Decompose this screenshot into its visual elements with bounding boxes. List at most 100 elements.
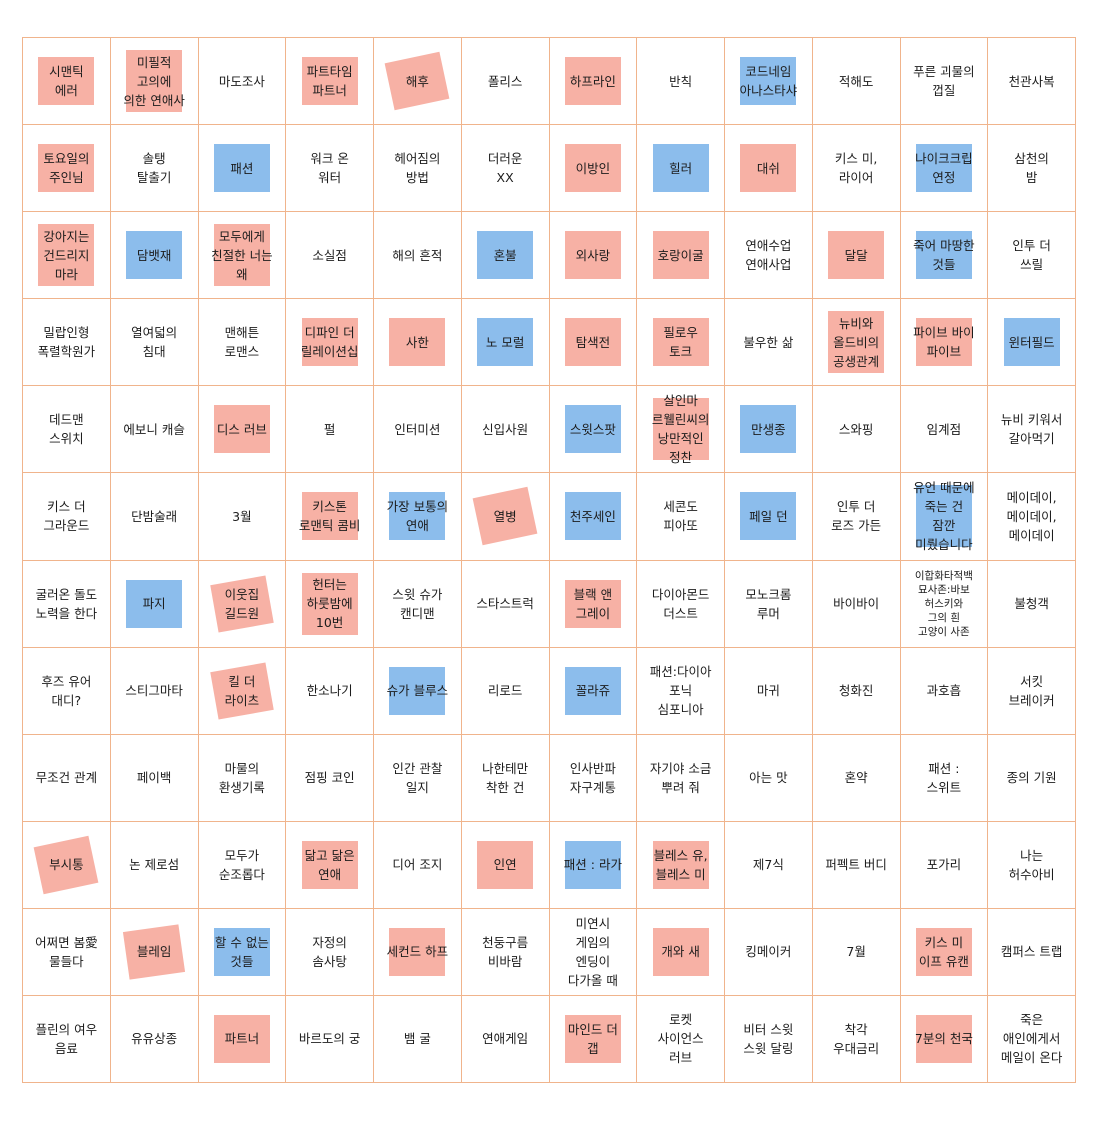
cell-title: 리로드 bbox=[487, 683, 523, 699]
red-highlight bbox=[38, 144, 95, 193]
cell-title: 마인드 더 갭 bbox=[567, 1021, 618, 1056]
cell-title: 부시통 bbox=[49, 857, 84, 873]
grid-cell: 착각 우대금리 bbox=[812, 995, 901, 1083]
grid-cell: 토요일의 주인님 bbox=[23, 125, 111, 213]
cell-title: 슈가 블루스 bbox=[386, 683, 449, 699]
cell-title: 어쩌면 봄愛 물들다 bbox=[35, 934, 98, 969]
cell-title: 패션 : 스위트 bbox=[926, 760, 962, 795]
grid-cell: 적해도 bbox=[812, 38, 901, 126]
grid-cell: 페이백 bbox=[110, 734, 199, 822]
cell-title: 만생종 bbox=[751, 421, 786, 437]
grid-cell: 천주세인 bbox=[549, 473, 638, 561]
red-highlight bbox=[213, 224, 270, 287]
cell-title: 달달 bbox=[844, 247, 868, 263]
red-highlight bbox=[564, 144, 621, 193]
grid-cell: 키스 미, 라이어 bbox=[812, 125, 901, 213]
red-highlight bbox=[652, 398, 709, 461]
grid-cell: 미연시 게임의 엔딩이 다가올 때 bbox=[549, 908, 638, 996]
cell-title: 인투 더 로즈 가든 bbox=[831, 499, 882, 534]
grid-cell: 헤어짐의 방법 bbox=[374, 125, 462, 213]
grid-cell: 데드맨 스위치 bbox=[23, 386, 111, 474]
cell-title: 죽은 애인에게서 메일이 온다 bbox=[1000, 1012, 1063, 1066]
blue-highlight bbox=[126, 231, 183, 280]
grid-cell: 키스 미 이프 유캔 bbox=[900, 908, 989, 996]
cell-title: 다이아몬드 더스트 bbox=[651, 586, 710, 621]
grid-cell: 천둥구름 비바람 bbox=[461, 908, 550, 996]
cell-title: 파이브 바이 파이브 bbox=[913, 325, 975, 360]
grid-cell: 개와 새 bbox=[637, 908, 725, 996]
cell-title: 토요일의 주인님 bbox=[43, 151, 90, 186]
cell-title: 밀랍인형 폭렬학원가 bbox=[37, 325, 96, 360]
cell-title: 살인마 르웰린씨의 낭만적인 정찬 bbox=[651, 393, 710, 466]
grid-cell: 스와핑 bbox=[812, 386, 901, 474]
grid-cell: 마귀 bbox=[725, 647, 813, 735]
grid-cell: 강아지는 건드리지 마라 bbox=[23, 212, 111, 300]
cell-title: 열여덟의 침대 bbox=[131, 325, 178, 360]
grid-cell: 인연 bbox=[461, 821, 550, 909]
cell-title: 포가리 bbox=[926, 857, 962, 873]
cell-title: 불청객 bbox=[1014, 596, 1049, 612]
grid-cell: 3월 bbox=[198, 473, 287, 561]
blue-highlight bbox=[740, 57, 797, 106]
grid-cell: 퍼펙트 버디 bbox=[812, 821, 901, 909]
grid-cell: 메이데이, 메이데이, 메이데이 bbox=[988, 473, 1076, 561]
grid-cell: 죽은 애인에게서 메일이 온다 bbox=[988, 995, 1076, 1083]
grid-cell: 과호흡 bbox=[900, 647, 989, 735]
grid-cell: 단밤술래 bbox=[110, 473, 199, 561]
red-highlight bbox=[740, 144, 797, 193]
blue-highlight bbox=[915, 485, 972, 548]
blue-highlight bbox=[564, 666, 621, 715]
cell-title: 마물의 환생기록 bbox=[218, 760, 265, 795]
cell-title: 해의 흔적 bbox=[392, 247, 443, 263]
grid-cell: 이웃집 길드원 bbox=[198, 560, 287, 648]
cell-title: 꼴라쥬 bbox=[575, 683, 611, 699]
grid-cell: 불우한 삶 bbox=[725, 299, 813, 387]
cell-title: 솔탱 탈출기 bbox=[136, 151, 172, 186]
grid-cell: 자정의 솜사탕 bbox=[286, 908, 374, 996]
cell-title: 패션:다이아 포닉 심포니아 bbox=[649, 664, 712, 718]
cell-title: 천관사복 bbox=[1008, 73, 1055, 89]
grid-cell: 굴러온 돌도 노력을 한다 bbox=[23, 560, 111, 648]
grid-cell: 달달 bbox=[812, 212, 901, 300]
red-highlight bbox=[301, 492, 358, 541]
grid-cell: 윈터필드 bbox=[988, 299, 1076, 387]
blue-highlight bbox=[915, 144, 972, 193]
grid-cell: 점핑 코인 bbox=[286, 734, 374, 822]
grid-cell: 플린의 여우 음료 bbox=[23, 995, 111, 1083]
grid-cell: 연애수업 연애사업 bbox=[725, 212, 813, 300]
red-highlight bbox=[389, 927, 446, 976]
grid-cell: 폴리스 bbox=[461, 38, 550, 126]
cell-title: 블랙 앤 그레이 bbox=[573, 586, 613, 621]
cell-title: 단밤술래 bbox=[131, 508, 178, 524]
grid-cell: 다이아몬드 더스트 bbox=[637, 560, 725, 648]
grid-cell: 7분의 천국 bbox=[900, 995, 989, 1083]
grid-cell: 리로드 bbox=[461, 647, 550, 735]
grid-cell: 부시통 bbox=[23, 821, 111, 909]
grid-cell: 꼴라쥬 bbox=[549, 647, 638, 735]
grid-cell: 바이바이 bbox=[812, 560, 901, 648]
grid-cell: 어쩌면 봄愛 물들다 bbox=[23, 908, 111, 996]
cell-title: 블레스 유, 블레스 미 bbox=[653, 847, 708, 882]
grid-cell: 블레임 bbox=[110, 908, 199, 996]
cell-title: 바르도의 궁 bbox=[298, 1031, 361, 1047]
grid-cell: 한소나기 bbox=[286, 647, 374, 735]
red-highlight bbox=[828, 231, 885, 280]
grid-cell: 유유상종 bbox=[110, 995, 199, 1083]
cell-title: 이합화타적백 묘사존:바보 허스키와 그의 흰 고양이 사존 bbox=[914, 569, 973, 638]
cell-title: 인간 관찰 일지 bbox=[392, 760, 443, 795]
cell-title: 불우한 삶 bbox=[743, 334, 794, 350]
cell-title: 필로우 토크 bbox=[663, 325, 698, 360]
cell-title: 스와핑 bbox=[838, 421, 874, 437]
grid-cell: 미필적 고의에 의한 연애사 bbox=[110, 38, 199, 126]
grid-cell: 반칙 bbox=[637, 38, 725, 126]
cell-title: 시맨틱 에러 bbox=[49, 64, 84, 99]
cell-title: 퍼펙트 버디 bbox=[825, 857, 887, 873]
cell-title: 바이바이 bbox=[833, 596, 880, 612]
cell-title: 나이크크립 연정 bbox=[915, 151, 973, 186]
grid-cell: 나는 허수아비 bbox=[988, 821, 1076, 909]
cell-title: 해후 bbox=[405, 73, 429, 89]
cell-title: 스윗스팟 bbox=[569, 421, 616, 437]
grid-cell: 킬 더 라이츠 bbox=[198, 647, 287, 735]
grid-cell: 패션 bbox=[198, 125, 287, 213]
cell-title: 무조건 관계 bbox=[35, 770, 98, 786]
